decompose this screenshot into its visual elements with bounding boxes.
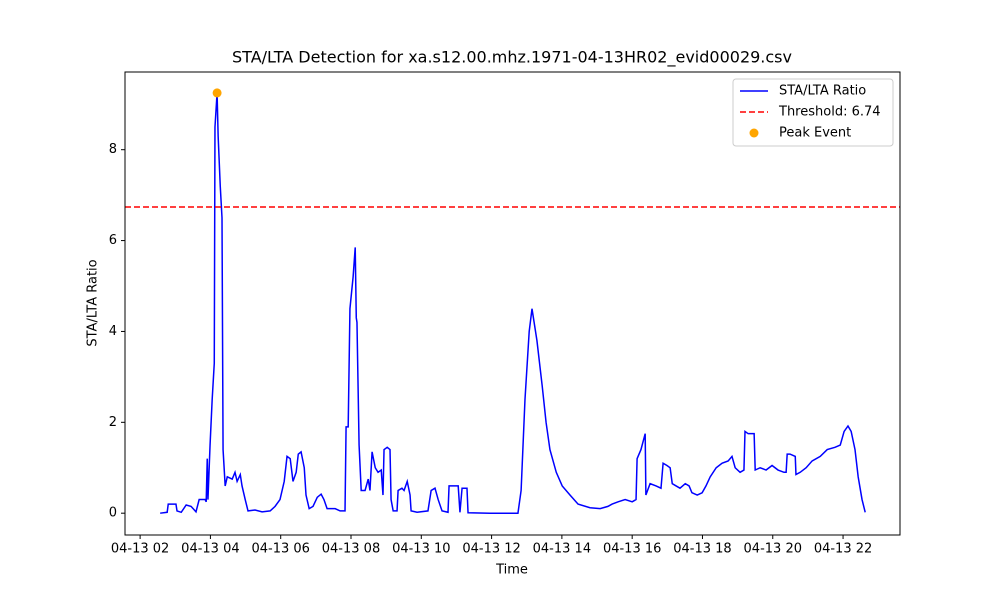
x-tick-label: 04-13 20 <box>744 542 802 557</box>
y-axis-label: STA/LTA Ratio <box>86 259 101 346</box>
plot-frame <box>124 71 901 536</box>
y-tick-label: 2 <box>109 415 117 430</box>
x-tick-label: 04-13 06 <box>251 542 309 557</box>
x-tick-label: 04-13 14 <box>533 542 591 557</box>
y-tick-label: 6 <box>109 233 117 248</box>
peak-marker <box>212 88 222 98</box>
x-tick-label: 04-13 08 <box>322 542 380 557</box>
y-tick-label: 4 <box>109 324 117 339</box>
y-tick-label: 0 <box>109 506 117 521</box>
legend-label: Peak Event <box>779 126 851 141</box>
x-tick-label: 04-13 16 <box>603 542 661 557</box>
legend-swatch <box>749 128 759 138</box>
x-axis-label: Time <box>495 563 528 578</box>
y-tick-label: 8 <box>109 142 117 157</box>
data-line <box>160 92 866 514</box>
x-tick-label: 04-13 12 <box>462 542 520 557</box>
x-tick-label: 04-13 10 <box>392 542 450 557</box>
legend-box <box>732 78 894 147</box>
legend-label: Threshold: 6.74 <box>778 105 881 120</box>
chart-title: STA/LTA Detection for xa.s12.00.mhz.1971… <box>232 48 792 68</box>
x-tick-label: 04-13 02 <box>111 542 169 557</box>
legend-label: STA/LTA Ratio <box>779 84 866 99</box>
x-tick-label: 04-13 18 <box>673 542 731 557</box>
x-tick-label: 04-13 22 <box>814 542 872 557</box>
x-tick-label: 04-13 04 <box>181 542 239 557</box>
